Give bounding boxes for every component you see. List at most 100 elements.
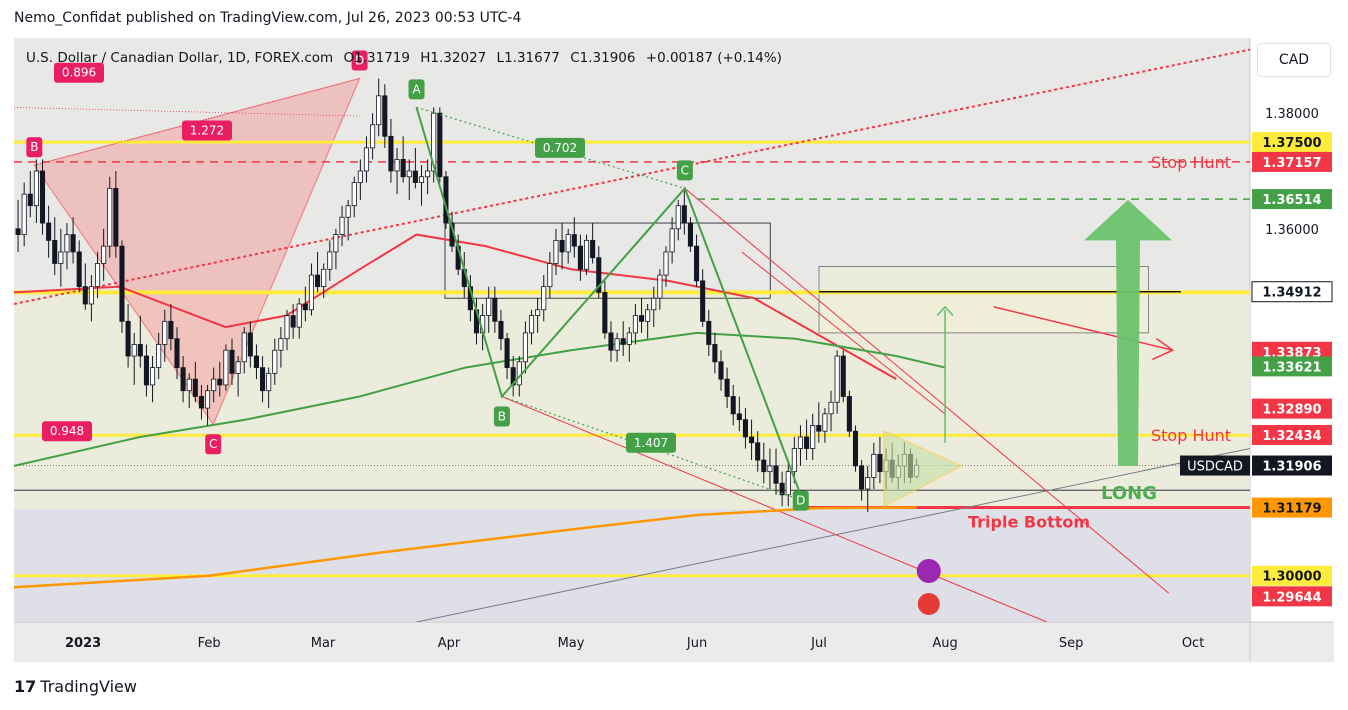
harm2-point-C-text: C <box>681 163 689 177</box>
candle-body <box>223 349 229 386</box>
candle-body <box>357 170 363 183</box>
candle-body <box>211 378 217 392</box>
candle-134 <box>834 350 840 414</box>
x-tick-3: Apr <box>438 636 461 651</box>
candle-body <box>559 239 565 253</box>
price-label-9: 1.31179 <box>1252 497 1332 518</box>
candle-body <box>15 228 21 235</box>
y-tick-0: 1.38000 <box>1265 107 1319 122</box>
candle-body <box>822 413 828 432</box>
candle-body <box>394 159 400 172</box>
y-tick-1: 1.36000 <box>1265 223 1319 238</box>
candle-body <box>351 182 357 207</box>
price-label-bg <box>1252 151 1332 172</box>
candle-body <box>730 396 736 415</box>
candle-87 <box>547 251 553 299</box>
candle-body <box>241 332 247 363</box>
brand-name: TradingView <box>40 677 137 696</box>
candle-66 <box>418 165 425 206</box>
candle-body <box>376 95 382 126</box>
annotation-stop-hunt-2: Stop Hunt <box>1151 426 1231 445</box>
candle-body <box>785 471 791 496</box>
candle-77 <box>486 286 492 333</box>
candle-body <box>657 274 663 299</box>
candle-body <box>577 245 583 270</box>
candle-body <box>284 315 290 340</box>
candle-body <box>602 292 608 334</box>
candle-21 <box>143 344 149 397</box>
ratio-label-0-bg <box>54 62 104 83</box>
candle-body <box>107 187 113 247</box>
candle-43 <box>278 327 284 368</box>
candle-10 <box>76 240 82 293</box>
candle-body <box>571 234 577 247</box>
target-arrow-head <box>936 305 954 317</box>
candle-31 <box>205 384 211 426</box>
candle-body <box>339 216 345 235</box>
candle-126 <box>785 460 791 507</box>
projection-arrow-head <box>1152 338 1175 361</box>
candle-body <box>70 234 76 253</box>
projection-line <box>993 306 1173 351</box>
currency-button[interactable]: CAD <box>1258 44 1330 76</box>
candle-body <box>797 436 804 449</box>
candle-111 <box>694 234 700 287</box>
candle-67 <box>425 159 431 195</box>
consolidation-box <box>444 222 771 299</box>
candle-50 <box>321 263 327 299</box>
candle-105 <box>657 269 663 310</box>
candle-39 <box>253 344 259 380</box>
candle-83 <box>522 321 528 374</box>
candle-body <box>639 315 645 322</box>
candle-body <box>522 332 528 363</box>
candle-body <box>773 465 779 484</box>
candle-body <box>541 286 547 311</box>
candle-16 <box>113 170 119 258</box>
candle-56 <box>357 159 363 200</box>
x-tick-1: Feb <box>198 636 221 651</box>
event-lightning-icon <box>916 559 941 583</box>
high-value: H1.32027 <box>420 50 487 66</box>
candle-24 <box>162 309 168 362</box>
candle-body <box>504 338 510 368</box>
price-label-bg <box>1251 281 1333 303</box>
candle-47 <box>302 286 308 322</box>
price-label-10: 1.30000 <box>1252 565 1332 586</box>
candle-body <box>590 239 596 259</box>
candle-94 <box>590 223 596 264</box>
price-label-bg <box>1252 398 1332 419</box>
harm2-point-C: C <box>676 160 693 181</box>
ratio-label-4: 1.407 <box>626 432 676 453</box>
candle-body <box>46 222 52 241</box>
candle-body <box>810 425 816 449</box>
tradingview-logo[interactable]: 17 TradingView <box>14 677 137 696</box>
candle-body <box>119 245 125 322</box>
candle-body <box>290 315 296 328</box>
lower-zone <box>14 509 1250 622</box>
candle-108 <box>675 199 681 241</box>
candle-37 <box>241 327 247 374</box>
candle-body <box>724 378 730 397</box>
harm1-point-D: D <box>351 50 368 71</box>
candle-18 <box>125 303 131 368</box>
candle-body <box>431 112 437 172</box>
candle-115 <box>718 350 724 391</box>
candle-body <box>871 453 877 478</box>
candle-body <box>492 297 498 322</box>
candle-11 <box>82 263 88 310</box>
x-tick-5: Jun <box>686 636 707 651</box>
x-tick-9: Oct <box>1182 636 1204 651</box>
candle-body <box>131 344 137 357</box>
candle-body <box>755 442 761 461</box>
price-label-text: 1.29644 <box>1262 590 1321 605</box>
ratio-label-3: 0.702 <box>535 137 585 158</box>
candle-body <box>143 355 149 386</box>
candle-36 <box>235 356 241 397</box>
candle-body <box>804 436 810 449</box>
price-label-2: 1.36514 <box>1252 189 1332 210</box>
price-label-bg <box>1252 356 1332 377</box>
candle-109 <box>681 188 687 235</box>
candle-body <box>235 361 241 374</box>
close-value: C1.31906 <box>570 50 636 66</box>
